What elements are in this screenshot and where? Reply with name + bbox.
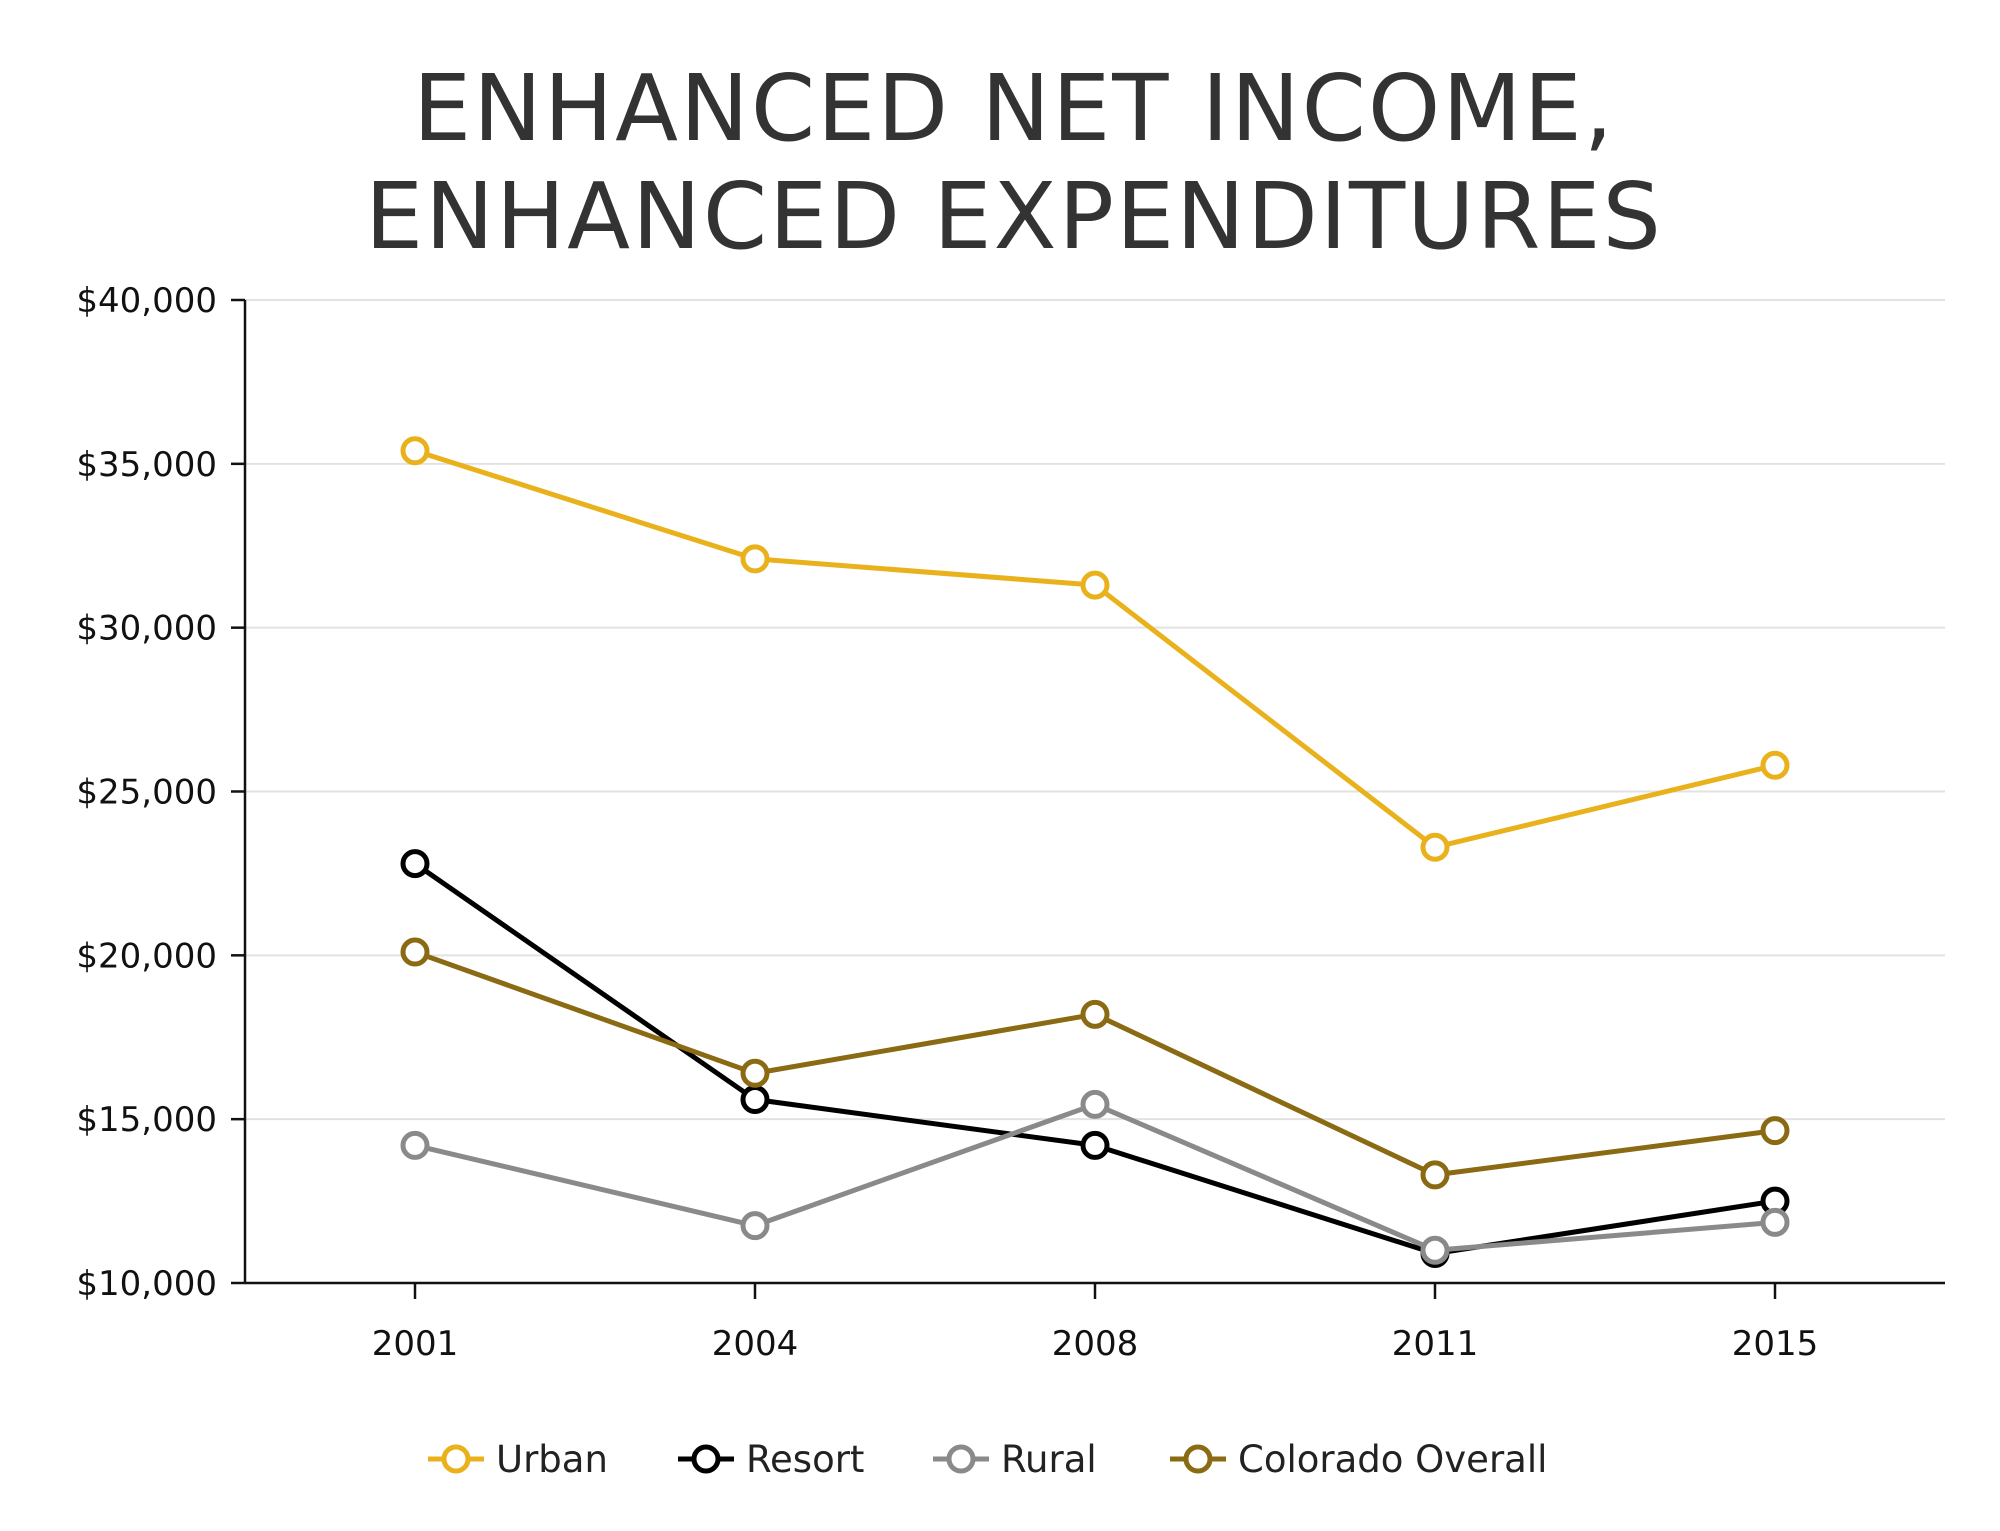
data-point <box>400 849 430 879</box>
data-point <box>400 1130 430 1160</box>
legend-item: Resort <box>678 1438 864 1481</box>
y-tick-label: $15,000 <box>76 1100 217 1140</box>
y-tick-label: $40,000 <box>76 281 217 321</box>
series-resort <box>400 849 1790 1269</box>
x-tick-label: 2011 <box>1392 1324 1479 1364</box>
chart-title-line-2: ENHANCED EXPENDITURES <box>365 163 1663 270</box>
legend-label: Rural <box>1001 1438 1097 1481</box>
chart-title-line-1: ENHANCED NET INCOME, <box>413 55 1615 162</box>
gridlines <box>245 299 1945 1121</box>
data-point <box>1080 570 1110 600</box>
legend-item: Colorado Overall <box>1170 1438 1547 1481</box>
data-point <box>740 1085 770 1115</box>
y-axis-ticks: $10,000 $15,000 $20,000 $25,000 $30,000 $35,0… <box>76 281 245 1304</box>
series-rural <box>400 1089 1790 1265</box>
legend-label: Resort <box>746 1438 864 1481</box>
series-urban <box>400 436 1790 862</box>
y-tick-label: $30,000 <box>76 609 217 649</box>
x-tick-label: 2004 <box>712 1324 799 1364</box>
data-point <box>1420 832 1450 862</box>
x-tick-label: 2001 <box>372 1324 459 1364</box>
data-point <box>1420 1160 1450 1190</box>
data-point <box>1760 1116 1790 1146</box>
legend-swatch-marker <box>946 1444 976 1474</box>
legend-item: Rural <box>933 1438 1097 1481</box>
legend-swatch-marker <box>691 1444 721 1474</box>
data-point <box>1420 1235 1450 1265</box>
data-point <box>1080 1130 1110 1160</box>
y-tick-label: $25,000 <box>76 773 217 813</box>
y-tick-label: $35,000 <box>76 445 217 485</box>
series-colorado-overall <box>400 937 1790 1190</box>
data-point <box>740 1058 770 1088</box>
data-point <box>1080 999 1110 1029</box>
data-point <box>1760 750 1790 780</box>
legend: Urban Resort Rural Colorado Overall <box>428 1438 1547 1481</box>
legend-label: Urban <box>496 1438 608 1481</box>
series-line <box>414 1101 1776 1253</box>
legend-swatch-marker <box>1183 1444 1213 1474</box>
data-point <box>1760 1207 1790 1237</box>
data-point <box>1080 1089 1110 1119</box>
x-axis-ticks: 2001 2004 2008 2011 2015 <box>372 1283 1819 1364</box>
data-point <box>740 544 770 574</box>
legend-swatch-marker <box>441 1444 471 1474</box>
data-point <box>740 1211 770 1241</box>
series-lines <box>400 436 1790 1269</box>
y-tick-label: $10,000 <box>76 1264 217 1304</box>
data-point <box>400 937 430 967</box>
legend-label: Colorado Overall <box>1238 1438 1547 1481</box>
y-tick-label: $20,000 <box>76 936 217 976</box>
x-tick-label: 2015 <box>1732 1324 1819 1364</box>
series-line <box>414 448 1776 850</box>
data-point <box>400 436 430 466</box>
legend-item: Urban <box>428 1438 608 1481</box>
x-tick-label: 2008 <box>1052 1324 1139 1364</box>
